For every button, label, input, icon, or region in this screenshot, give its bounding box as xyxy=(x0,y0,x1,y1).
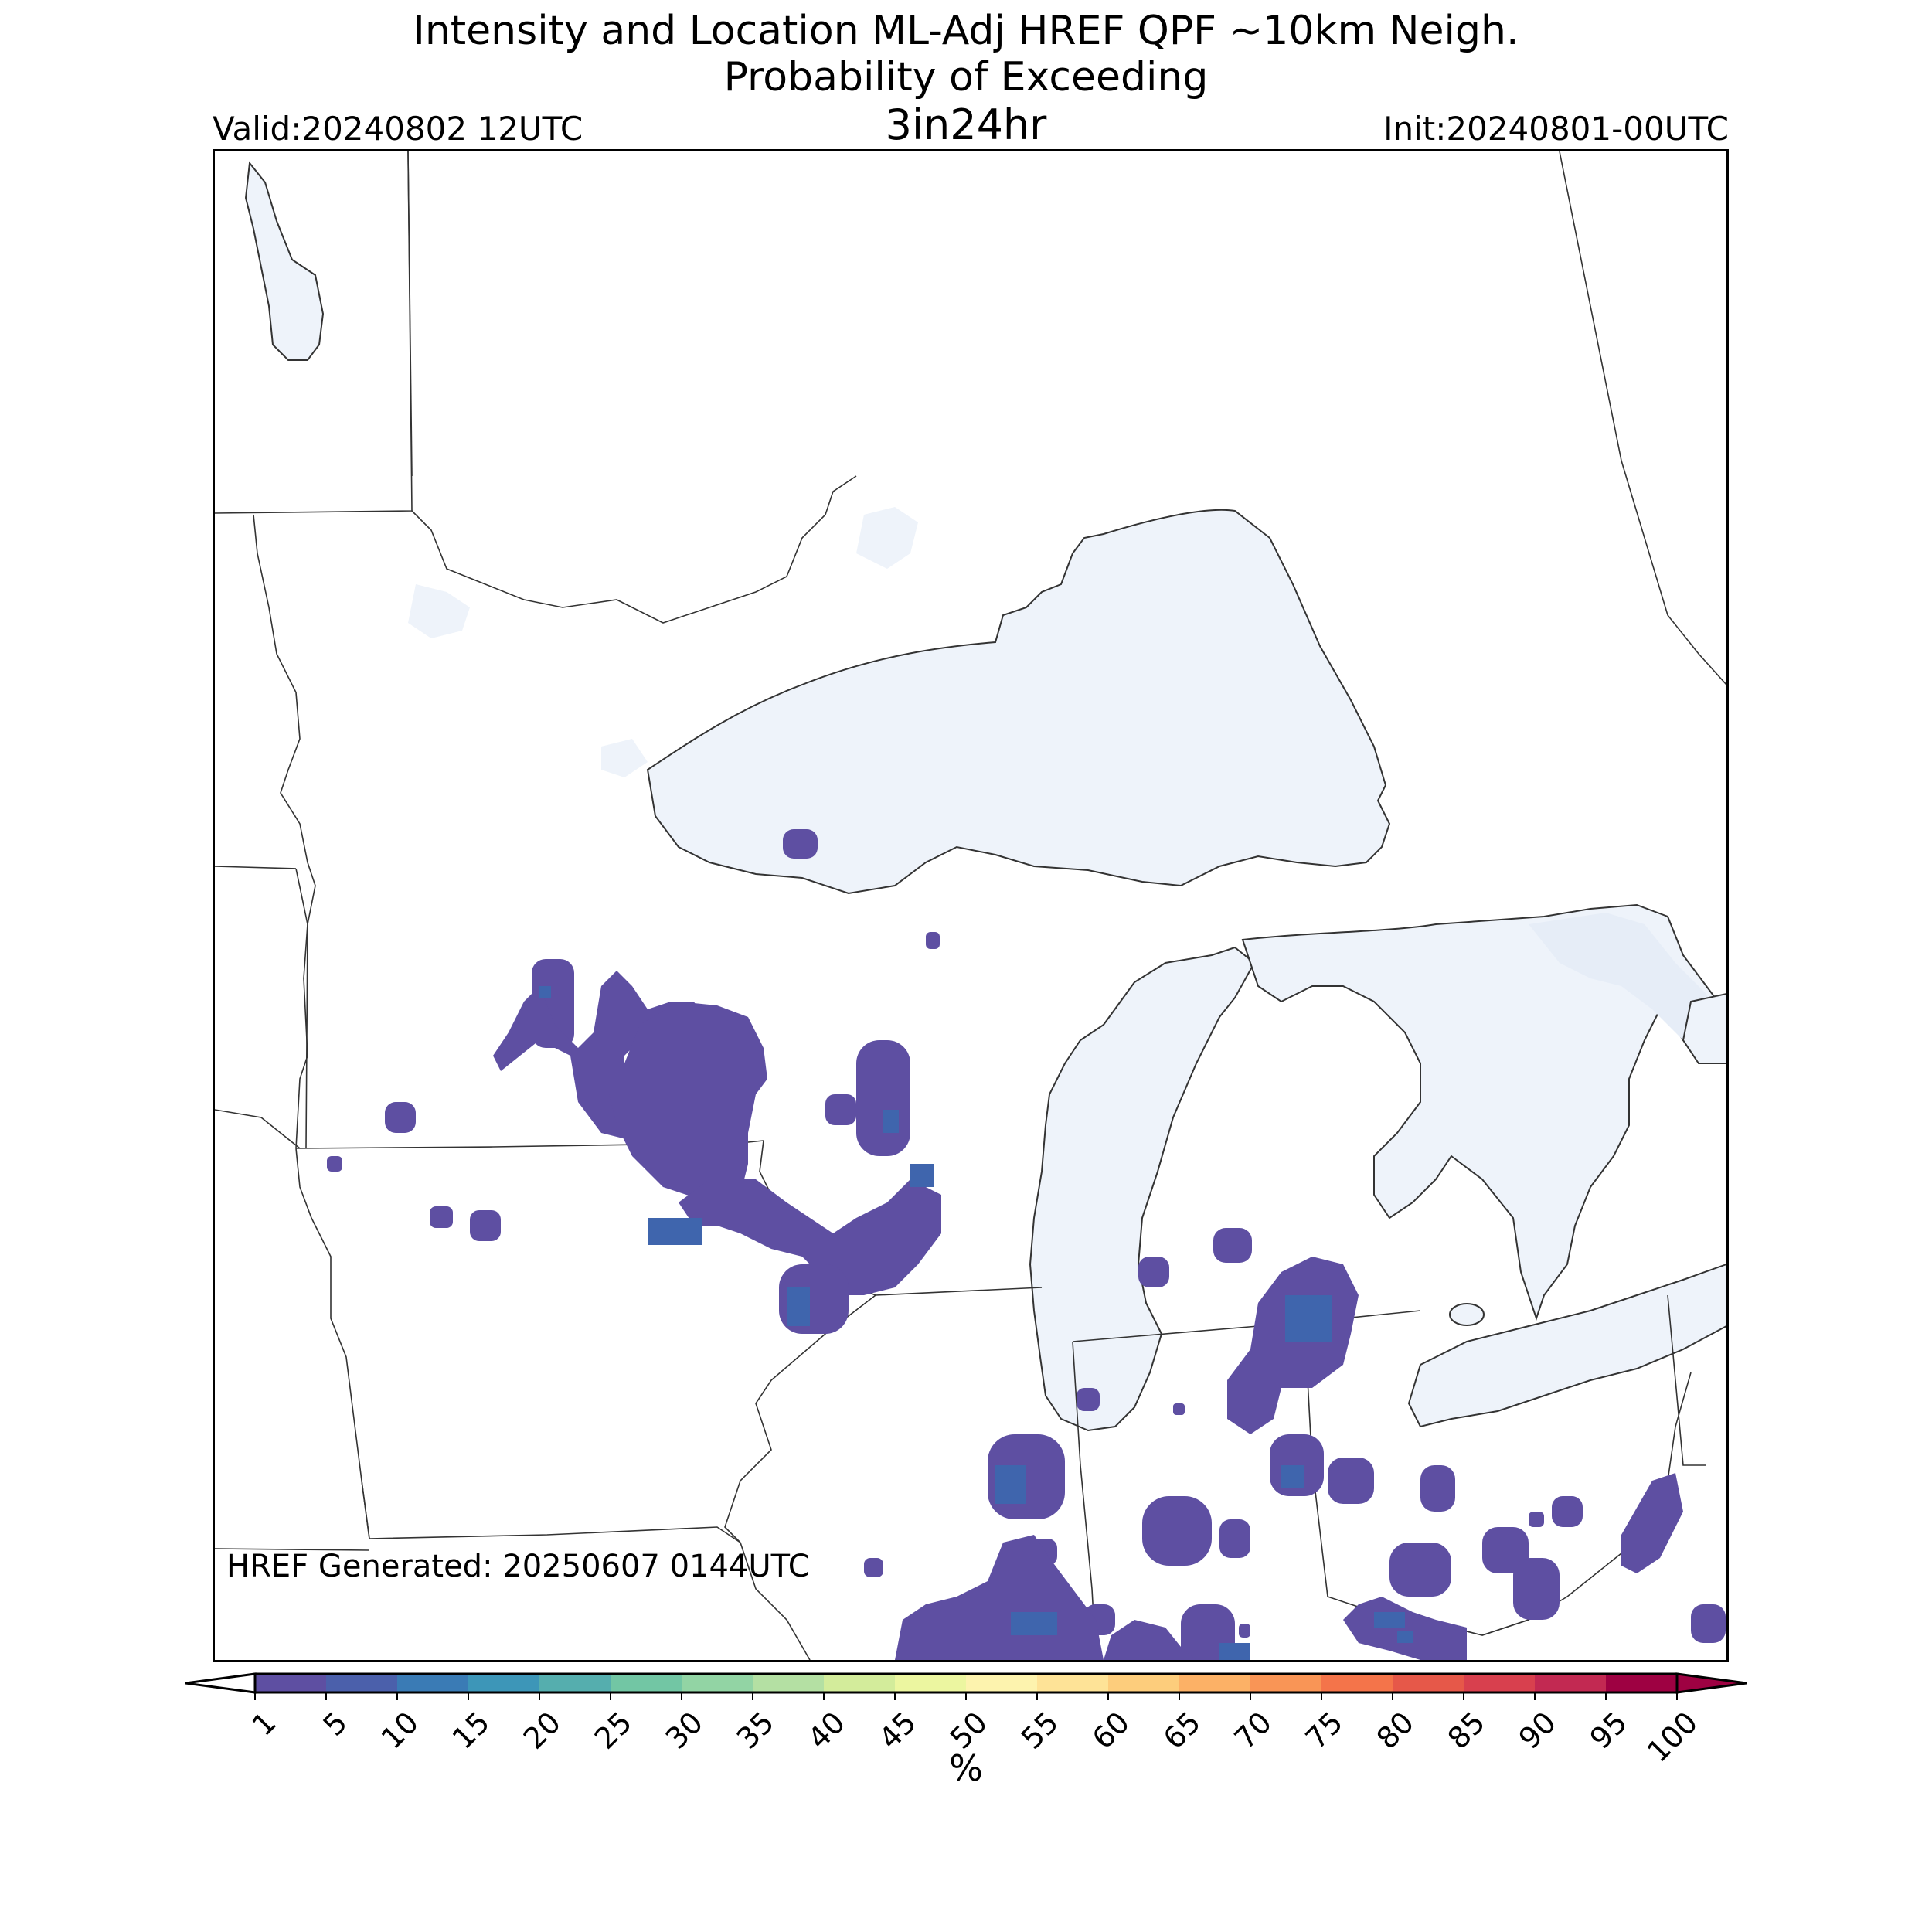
colorbar-segment xyxy=(1464,1674,1536,1692)
prob-area xyxy=(1482,1527,1529,1573)
lake-winnipeg xyxy=(244,161,325,361)
prob-area xyxy=(783,829,818,859)
threshold-label: 3in24hr xyxy=(885,100,1047,149)
prob-area xyxy=(1529,1512,1544,1527)
prob-area xyxy=(1213,1228,1252,1263)
border-on-mb xyxy=(407,151,413,477)
border-sd-mn xyxy=(295,868,308,1149)
border-pa-oh xyxy=(1667,1294,1706,1466)
prob-area xyxy=(1621,1473,1683,1573)
chart-title: Intensity and Location ML-Adj HREF QPF ~… xyxy=(413,8,1519,54)
probability-map xyxy=(215,151,1726,1660)
colorbar-segments xyxy=(185,1672,1747,1694)
valid-time-label: Valid:20240802 12UTC xyxy=(213,110,583,148)
colorbar-segment xyxy=(1179,1674,1251,1692)
colorbar-segment xyxy=(1535,1674,1607,1692)
generated-timestamp: HREF Generated: 20250607 0144UTC xyxy=(226,1549,810,1584)
border-us-canada xyxy=(411,475,857,624)
prob-area xyxy=(864,1558,883,1577)
border-ia-mo xyxy=(361,1480,741,1543)
borders xyxy=(215,151,1726,1660)
water-bodies xyxy=(244,161,1726,1432)
prob-area xyxy=(385,1102,416,1133)
colorbar-segment xyxy=(1250,1674,1322,1692)
prob-area xyxy=(609,1002,767,1202)
colorbar-segment xyxy=(824,1674,896,1692)
colorbar-segment xyxy=(966,1674,1038,1692)
prob-area xyxy=(895,1535,1104,1660)
border-ia-west xyxy=(295,1148,370,1539)
chart-subtitle: Probability of Exceeding xyxy=(723,54,1209,100)
lake-superior xyxy=(646,509,1391,895)
prob-area xyxy=(1219,1519,1250,1558)
lake-of-the-woods xyxy=(408,584,470,638)
colorbar-segment xyxy=(895,1674,967,1692)
border-il-ia-river xyxy=(724,1294,876,1543)
prob-area xyxy=(1104,1620,1196,1660)
probability-cores xyxy=(539,986,1413,1660)
prob-area xyxy=(1239,1624,1250,1638)
colorbar-segment xyxy=(468,1674,540,1692)
colorbar-under-extend xyxy=(185,1672,257,1694)
prob-area xyxy=(1691,1604,1726,1643)
lake-michigan xyxy=(1029,946,1256,1432)
prob-area xyxy=(470,1210,501,1241)
border-qc-on xyxy=(1559,151,1726,685)
georgian-bay xyxy=(1529,913,1722,1040)
prob-area xyxy=(1138,1257,1169,1287)
prob-area xyxy=(926,932,940,949)
border-nd-sd xyxy=(215,866,297,869)
prob-area xyxy=(1227,1257,1359,1434)
prob-area xyxy=(1389,1543,1451,1597)
colorbar-ticks xyxy=(254,1692,1678,1700)
colorbar-segment xyxy=(753,1674,825,1692)
border-ks-ne xyxy=(215,1548,370,1551)
border-mn-ia xyxy=(295,1140,764,1149)
prob-area xyxy=(430,1206,453,1228)
border-wi-il xyxy=(875,1287,1043,1296)
border-mn-wi xyxy=(253,514,316,1149)
colorbar-segment xyxy=(1037,1674,1109,1692)
colorbar xyxy=(185,1672,1747,1700)
colorbar-segment xyxy=(539,1674,611,1692)
colorbar-segment xyxy=(326,1674,398,1692)
prob-area xyxy=(1513,1558,1560,1620)
colorbar-unit-label: % xyxy=(949,1747,983,1789)
init-time-label: Init:20240801-00UTC xyxy=(1383,110,1729,148)
border-ne-sd xyxy=(215,1109,301,1149)
prob-area xyxy=(856,1040,910,1156)
prob-area xyxy=(1328,1458,1374,1504)
lake-st-clair xyxy=(1449,1303,1485,1326)
map-panel xyxy=(213,149,1729,1662)
prob-area xyxy=(1343,1597,1467,1660)
colorbar-segment xyxy=(1606,1674,1678,1692)
prob-area xyxy=(1077,1388,1100,1411)
border-mo-il xyxy=(740,1542,811,1660)
prob-area xyxy=(1142,1496,1212,1566)
colorbar-segment xyxy=(682,1674,753,1692)
lake-erie xyxy=(1407,1263,1726,1428)
prob-area xyxy=(825,1094,856,1125)
colorbar-over-extend xyxy=(1675,1672,1747,1694)
colorbar-segment xyxy=(255,1674,327,1692)
colorbar-segment xyxy=(1321,1674,1393,1692)
prob-area xyxy=(1552,1496,1583,1527)
colorbar-segment xyxy=(397,1674,469,1692)
prob-area xyxy=(327,1156,342,1172)
colorbar-segment xyxy=(1108,1674,1180,1692)
prob-area xyxy=(679,1179,941,1295)
colorbar-segment xyxy=(611,1674,682,1692)
prob-area xyxy=(1420,1465,1455,1512)
colorbar-segment xyxy=(1393,1674,1464,1692)
prob-area xyxy=(1173,1403,1185,1415)
